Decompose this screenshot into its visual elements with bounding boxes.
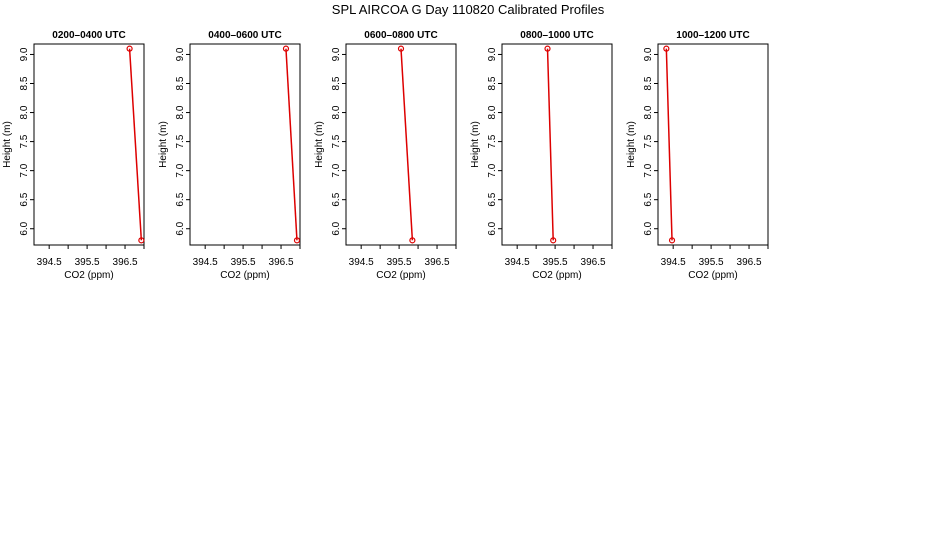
y-tick-label: 6.5	[487, 192, 498, 206]
x-tick-label: 395.5	[75, 257, 100, 268]
x-tick-label: 395.5	[543, 257, 568, 268]
x-tick-label: 396.5	[113, 257, 138, 268]
y-tick-label: 7.5	[175, 134, 186, 148]
y-tick-label: 7.0	[331, 163, 342, 177]
y-axis-label: Height (m)	[626, 121, 637, 168]
y-tick-label: 9.0	[175, 47, 186, 61]
y-tick-label: 8.5	[175, 76, 186, 90]
y-axis-label: Height (m)	[158, 121, 169, 168]
x-axis-label: CO2 (ppm)	[688, 270, 737, 281]
profile-line	[546, 48, 554, 241]
y-tick-label: 6.5	[331, 192, 342, 206]
y-tick-label: 7.5	[643, 134, 654, 148]
figure-title: SPL AIRCOA G Day 110820 Calibrated Profi…	[332, 2, 605, 17]
x-tick-label: 396.5	[581, 257, 606, 268]
y-tick-label: 6.0	[487, 221, 498, 235]
profile-point	[544, 45, 551, 52]
profile-point	[126, 45, 133, 52]
y-tick-label: 9.0	[19, 47, 30, 61]
y-tick-label: 7.5	[19, 134, 30, 148]
y-tick-label: 7.0	[487, 163, 498, 177]
profile-point	[397, 45, 405, 52]
x-tick-label: 394.5	[37, 257, 62, 268]
x-tick-label: 396.5	[737, 257, 762, 268]
y-tick-label: 6.5	[175, 192, 186, 206]
y-tick-label: 6.0	[643, 221, 654, 235]
profile-point	[138, 237, 145, 244]
x-tick-label: 395.5	[231, 257, 256, 268]
y-tick-label: 9.0	[487, 47, 498, 61]
x-axis-label: CO2 (ppm)	[220, 270, 269, 281]
y-tick-label: 8.0	[175, 105, 186, 119]
y-tick-label: 6.5	[19, 192, 30, 206]
profile-line	[665, 48, 673, 241]
y-tick-label: 8.0	[643, 105, 654, 119]
x-tick-label: 394.5	[349, 257, 374, 268]
profile-line	[400, 48, 414, 241]
chart-panel-1: 0200–0400 UTC 394.5 395.5 396.5 6.0 6.5 7.0 7.5…	[2, 30, 145, 281]
x-tick-label: 394.5	[193, 257, 218, 268]
y-tick-label: 7.5	[487, 134, 498, 148]
y-tick-label: 8.5	[487, 76, 498, 90]
y-tick-label: 7.0	[175, 163, 186, 177]
profile-point	[668, 237, 676, 244]
plot-frame	[189, 43, 301, 246]
panels: 0200–0400 UTC 394.5 395.5 396.5 6.0 6.5 7.0 7.5…	[2, 30, 769, 281]
y-tick-label: 8.5	[331, 76, 342, 90]
profile-point	[293, 237, 301, 244]
y-tick-label: 8.0	[19, 105, 30, 119]
plot-frame	[657, 43, 769, 246]
plot-frame	[501, 43, 613, 246]
panel-title: 0800–1000 UTC	[520, 30, 593, 41]
y-tick-label: 6.0	[331, 221, 342, 235]
x-tick-label: 395.5	[699, 257, 724, 268]
y-tick-label: 6.0	[19, 221, 30, 235]
chart-panel-2: 0400–0600 UTC 394.5 395.5 396.5 6.0 6.5 7.0 7.5…	[158, 30, 301, 281]
panel-title: 0400–0600 UTC	[208, 30, 281, 41]
profile-line	[285, 48, 298, 241]
x-tick-label: 394.5	[505, 257, 530, 268]
x-axis-label: CO2 (ppm)	[376, 270, 425, 281]
x-axis-label: CO2 (ppm)	[532, 270, 581, 281]
profile-point	[550, 237, 557, 244]
y-tick-label: 6.5	[643, 192, 654, 206]
chart-panel-3: 0600–0800 UTC 394.5 395.5 396.5 6.0 6.5 7.0 7.5…	[314, 30, 457, 281]
profile-point	[663, 45, 670, 52]
y-tick-label: 8.0	[487, 105, 498, 119]
y-tick-label: 6.0	[175, 221, 186, 235]
profile-point	[409, 237, 416, 244]
x-tick-label: 394.5	[661, 257, 686, 268]
y-tick-label: 7.0	[643, 163, 654, 177]
y-axis-label: Height (m)	[470, 121, 481, 168]
profile-point	[282, 45, 290, 52]
y-tick-label: 7.0	[19, 163, 30, 177]
chart-panel-4: 0800–1000 UTC 394.5 395.5 396.5 6.0 6.5 7.0 7.5…	[470, 30, 613, 281]
y-tick-label: 9.0	[643, 47, 654, 61]
profile-line	[128, 48, 143, 241]
chart-panel-5: 1000–1200 UTC 394.5 395.5 396.5 6.0 6.5 7.0 7.5…	[626, 30, 769, 281]
plot-frame	[33, 43, 145, 246]
y-axis-label: Height (m)	[314, 121, 325, 168]
x-tick-label: 395.5	[387, 257, 412, 268]
y-tick-label: 7.5	[331, 134, 342, 148]
y-axis-label: Height (m)	[2, 121, 13, 168]
y-tick-label: 8.5	[643, 76, 654, 90]
plot-frame	[345, 43, 457, 246]
x-axis-label: CO2 (ppm)	[64, 270, 113, 281]
y-tick-label: 8.5	[19, 76, 30, 90]
x-tick-label: 396.5	[425, 257, 450, 268]
panel-title: 0200–0400 UTC	[52, 30, 125, 41]
panel-title: 1000–1200 UTC	[676, 30, 749, 41]
y-tick-label: 8.0	[331, 105, 342, 119]
y-tick-label: 9.0	[331, 47, 342, 61]
x-tick-label: 396.5	[269, 257, 294, 268]
panel-title: 0600–0800 UTC	[364, 30, 437, 41]
